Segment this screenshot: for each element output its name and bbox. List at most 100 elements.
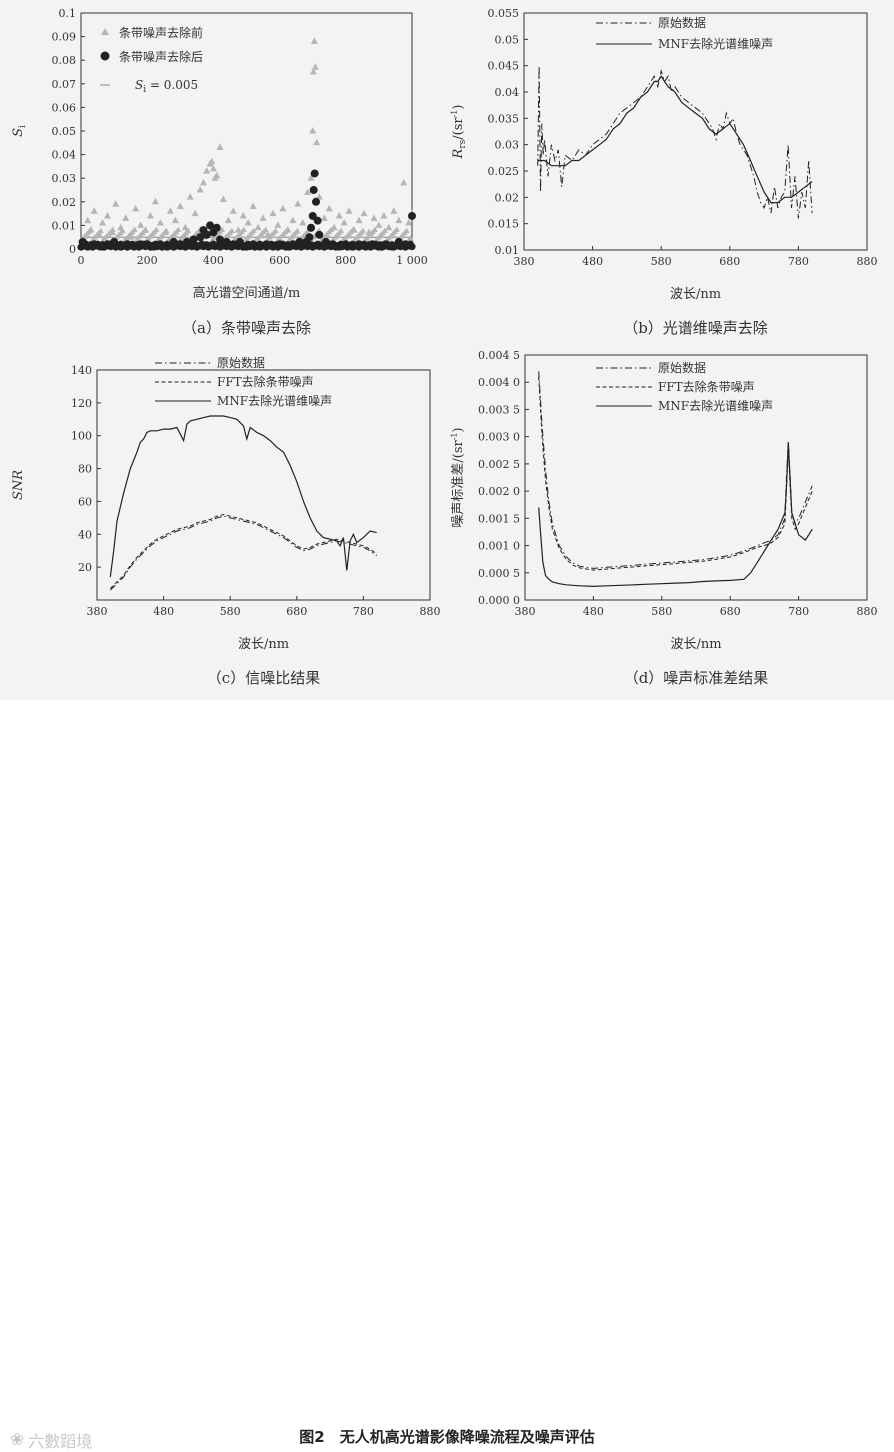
y-tick-label: 0.1 xyxy=(59,7,77,20)
triangle-point xyxy=(385,223,393,231)
x-tick-label: 1 000 xyxy=(396,254,428,267)
circle-point xyxy=(136,240,145,249)
triangle-point xyxy=(191,209,199,217)
label-part: -1 xyxy=(450,432,459,440)
circle-point xyxy=(368,240,377,249)
label-part: ) xyxy=(451,105,466,110)
triangle-point xyxy=(112,200,120,207)
x-tick-label: 580 xyxy=(220,605,241,618)
triangle-point xyxy=(171,216,179,224)
y-tick-label: 0.05 xyxy=(52,125,77,138)
legend-label: 条带噪声去除后 xyxy=(119,49,203,64)
triangle-point xyxy=(109,226,116,233)
triangle-point xyxy=(340,219,348,226)
legend-marker xyxy=(101,28,109,35)
triangle-point xyxy=(395,216,403,224)
x-axis-label: 波长/nm xyxy=(670,637,721,652)
triangle-point xyxy=(203,167,211,174)
series-line-1 xyxy=(538,376,813,571)
triangle-point xyxy=(175,226,182,233)
x-tick-label: 480 xyxy=(582,255,603,268)
circle-point xyxy=(268,242,277,251)
triangle-point xyxy=(299,219,307,226)
y-tick-label: 0.01 xyxy=(52,219,77,232)
triangle-point xyxy=(176,202,184,210)
triangle-point xyxy=(310,37,318,44)
x-tick-label: 780 xyxy=(788,605,809,618)
circle-point xyxy=(348,242,357,251)
x-tick-label: 780 xyxy=(353,605,374,618)
y-tick-label: 0.04 xyxy=(52,149,77,162)
triangle-point xyxy=(400,178,408,186)
y-tick-label: 0.002 0 xyxy=(478,485,520,498)
triangle-point xyxy=(239,211,247,219)
x-tick-label: 380 xyxy=(87,605,108,618)
circle-point xyxy=(341,240,350,249)
triangle-point xyxy=(156,219,164,226)
triangle-point xyxy=(153,226,160,233)
triangle-point xyxy=(403,227,410,234)
triangle-point xyxy=(272,227,279,234)
label-part: rs xyxy=(458,139,468,148)
y-tick-label: 140 xyxy=(71,364,92,377)
y-tick-label: 100 xyxy=(71,430,92,443)
triangle-point xyxy=(284,226,291,233)
triangle-point xyxy=(309,127,317,134)
circle-point xyxy=(229,240,238,249)
x-tick-label: 680 xyxy=(286,605,307,618)
circle-point xyxy=(189,235,198,244)
legend-label: FFT去除条带噪声 xyxy=(658,379,755,394)
circle-point xyxy=(262,240,271,249)
x-tick-label: 880 xyxy=(420,605,441,618)
circle-point xyxy=(116,242,125,251)
x-tick-label: 400 xyxy=(203,254,224,267)
label-part: /(sr xyxy=(451,117,466,140)
figure-svg: 0 200 400 600 800 1 000 0 0.01 0.02 0.03 0.04 0.05 0… xyxy=(11,7,878,687)
triangle-point xyxy=(274,221,282,228)
circle-point xyxy=(235,237,244,246)
triangle-point xyxy=(151,197,159,205)
x-tick-label: 880 xyxy=(857,605,878,618)
label-part: R xyxy=(451,148,466,159)
triangle-point xyxy=(90,207,98,214)
triangle-point xyxy=(132,204,140,212)
y-tick-label: 0.000 5 xyxy=(478,567,520,580)
x-tick-label: 580 xyxy=(651,255,672,268)
plot-frame xyxy=(96,369,431,601)
x-axis-label: 波长/nm xyxy=(670,287,721,302)
triangle-point xyxy=(147,211,155,219)
circle-point xyxy=(255,242,264,251)
x-axis-label: 波长/nm xyxy=(238,637,289,652)
circle-point xyxy=(222,237,231,246)
y-tick-label: 0.03 xyxy=(495,139,520,152)
x-axis-label: 高光谱空间通道/m xyxy=(193,285,301,301)
circle-point xyxy=(249,240,258,249)
triangle-point xyxy=(163,227,170,234)
triangle-point xyxy=(208,157,216,165)
legend-label: MNF去除光谱维噪声 xyxy=(217,393,332,408)
y-tick-label: 0.045 xyxy=(488,60,520,73)
legend-marker xyxy=(100,51,110,61)
circle-point xyxy=(328,240,337,249)
triangle-point xyxy=(186,193,194,200)
triangle-point xyxy=(294,200,302,207)
circle-point xyxy=(163,242,172,251)
triangle-point xyxy=(315,193,323,200)
x-tick-label: 480 xyxy=(583,605,604,618)
circle-point xyxy=(374,242,383,251)
y-tick-label: 0.025 xyxy=(488,165,520,178)
x-tick-label: 680 xyxy=(720,605,741,618)
triangle-point xyxy=(313,138,321,146)
triangle-point xyxy=(304,188,312,195)
x-tick-label: 380 xyxy=(514,255,535,268)
triangle-point xyxy=(262,226,269,233)
y-tick-label: 0.07 xyxy=(52,78,77,91)
circle-point xyxy=(143,240,152,249)
triangle-point xyxy=(325,204,333,212)
triangle-point xyxy=(219,195,227,202)
triangle-point xyxy=(320,214,328,221)
circle-point xyxy=(275,240,284,249)
y-tick-label: 0.003 5 xyxy=(478,403,520,416)
circle-point xyxy=(309,186,318,194)
triangle-point xyxy=(209,164,217,172)
